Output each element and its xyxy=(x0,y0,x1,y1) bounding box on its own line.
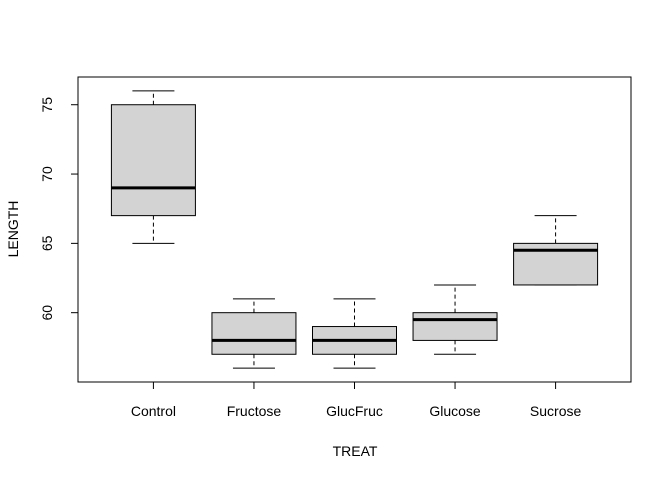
box-sucrose xyxy=(513,215,599,286)
y-axis-label: LENGTH xyxy=(5,201,21,258)
iqr-box xyxy=(211,312,297,355)
plot-area: 60 65 70 75 Control Fructose GlucFruc Glucose Su… xyxy=(39,76,632,419)
box-glucose xyxy=(412,284,498,355)
box-fructose xyxy=(211,298,297,369)
y-axis: 60 65 70 75 xyxy=(39,97,79,321)
x-axis: Control Fructose GlucFruc Glucose Sucrose xyxy=(131,381,582,419)
y-tick-label: 70 xyxy=(39,166,55,182)
x-tick-label: GlucFruc xyxy=(326,403,383,419)
x-axis-label: TREAT xyxy=(333,443,378,459)
iqr-box xyxy=(412,312,498,341)
x-tick-label: Control xyxy=(131,403,176,419)
iqr-box xyxy=(110,104,196,217)
x-tick-label: Sucrose xyxy=(530,403,582,419)
y-tick-label: 75 xyxy=(39,97,55,113)
box-glucfruc xyxy=(312,298,397,369)
x-tick-label: Glucose xyxy=(429,403,481,419)
y-tick-label: 60 xyxy=(39,305,55,321)
box-control xyxy=(110,90,196,244)
x-tick-label: Fructose xyxy=(227,403,282,419)
y-tick-label: 65 xyxy=(39,235,55,251)
